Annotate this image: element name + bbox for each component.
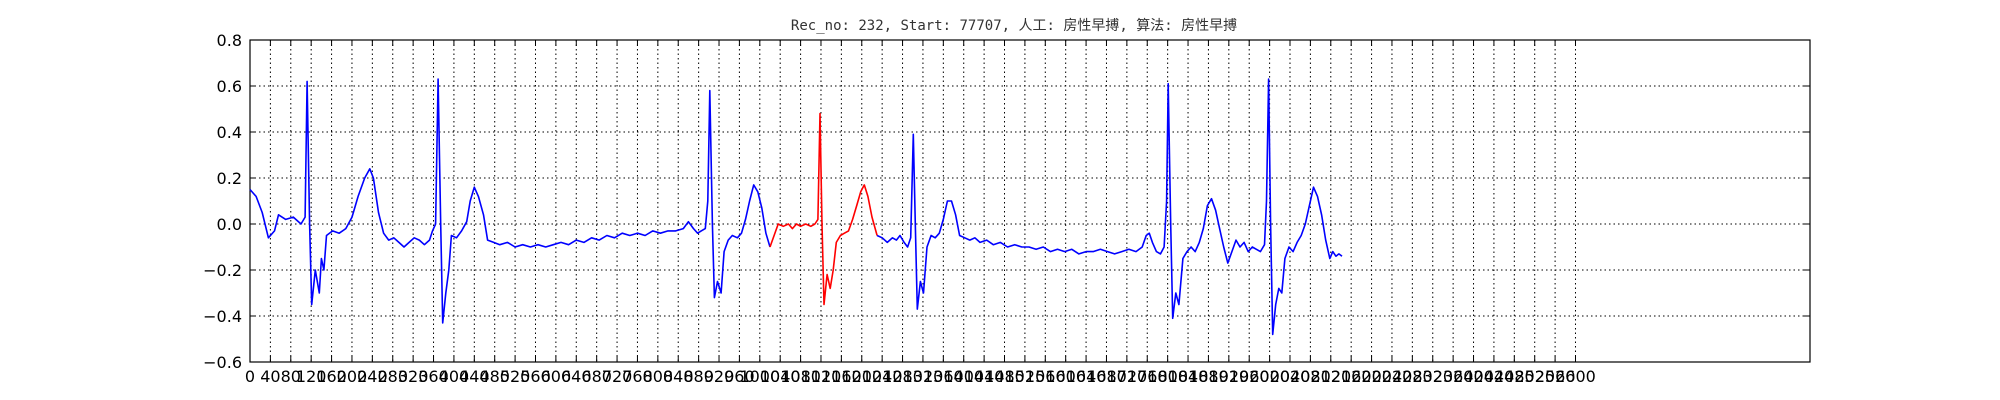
x-tick-label: 800 xyxy=(643,367,674,386)
x-tick-label: 1200 xyxy=(841,367,882,386)
y-tick-label: 0.8 xyxy=(217,31,242,50)
grid xyxy=(250,40,1810,362)
x-tick-label: 2320 xyxy=(1412,367,1453,386)
x-tick-label: 1400 xyxy=(943,367,984,386)
x-tick-label: 120 xyxy=(296,367,327,386)
x-tick-label: 1720 xyxy=(1107,367,1148,386)
y-tick-label: 0.2 xyxy=(217,169,242,188)
x-tick-label: 2440 xyxy=(1474,367,1515,386)
y-tick-label: −0.6 xyxy=(203,353,242,372)
x-tick-label: 840 xyxy=(663,367,694,386)
x-tick-label: 2600 xyxy=(1555,367,1596,386)
x-tick-label: 680 xyxy=(581,367,612,386)
x-tick-label: 1000 xyxy=(739,367,780,386)
x-tick-label: 760 xyxy=(622,367,653,386)
x-tick-label: 640 xyxy=(561,367,592,386)
x-tick-label: 1880 xyxy=(1188,367,1229,386)
x-tick-label: 1840 xyxy=(1168,367,1209,386)
x-tick-label: 2480 xyxy=(1494,367,1535,386)
x-axis: 0 40 8012016020024028032036040044048052056… xyxy=(245,40,1596,386)
x-tick-label: 160 xyxy=(316,367,347,386)
x-tick-label: 2400 xyxy=(1453,367,1494,386)
x-tick-label: 880 xyxy=(683,367,714,386)
x-tick-label: 1560 xyxy=(1025,367,1066,386)
x-tick-label: 1360 xyxy=(923,367,964,386)
y-tick-label: −0.4 xyxy=(203,307,242,326)
x-tick-label: 1040 xyxy=(760,367,801,386)
x-tick-label: 1680 xyxy=(1086,367,1127,386)
x-tick-label: 520 xyxy=(500,367,531,386)
x-tick-label: 720 xyxy=(602,367,633,386)
x-tick-label: 920 xyxy=(704,367,735,386)
x-tick-label: 1760 xyxy=(1127,367,1168,386)
x-tick-label: 1080 xyxy=(780,367,821,386)
x-tick-label: 2120 xyxy=(1310,367,1351,386)
x-tick-label: 1600 xyxy=(1045,367,1086,386)
x-tick-label: 560 xyxy=(520,367,551,386)
x-tick-label: 2280 xyxy=(1392,367,1433,386)
x-tick-label: 1120 xyxy=(801,367,842,386)
x-tick-label: 1640 xyxy=(1066,367,1107,386)
x-tick-label: 2040 xyxy=(1270,367,1311,386)
y-axis: −0.6 −0.4 −0.2 0.0 0.2 0.4 0.6 0.8 xyxy=(203,31,1810,372)
y-tick-label: 0.0 xyxy=(217,215,242,234)
x-tick-label: 1160 xyxy=(821,367,862,386)
y-tick-label: 0.4 xyxy=(217,123,242,142)
x-tick-label: 440 xyxy=(459,367,490,386)
x-tick-label: 1320 xyxy=(903,367,944,386)
x-tick-label: 1800 xyxy=(1147,367,1188,386)
y-tick-label: 0.6 xyxy=(217,77,242,96)
x-tick-label: 200 xyxy=(337,367,368,386)
x-tick-label: 2560 xyxy=(1535,367,1576,386)
ecg-series-line-3 xyxy=(876,78,1343,336)
ecg-series-line-1 xyxy=(249,78,771,324)
x-tick-label: 1960 xyxy=(1229,367,1270,386)
x-tick-label: 2160 xyxy=(1331,367,1372,386)
x-tick-label: 0 xyxy=(245,367,255,386)
x-tick-label: 1440 xyxy=(964,367,1005,386)
x-tick-label: 280 xyxy=(377,367,408,386)
series-layer xyxy=(249,78,1343,336)
x-tick-label: 480 xyxy=(479,367,510,386)
x-tick-label: 1920 xyxy=(1208,367,1249,386)
x-tick-label: 1520 xyxy=(1005,367,1046,386)
x-tick-label: 40 xyxy=(260,367,280,386)
x-tick-label: 80 xyxy=(281,367,301,386)
x-tick-label: 1280 xyxy=(882,367,923,386)
x-tick-label: 2080 xyxy=(1290,367,1331,386)
ecg-series-line-2 xyxy=(769,112,878,306)
x-tick-label: 1240 xyxy=(862,367,903,386)
chart-title: Rec_no: 232, Start: 77707, 人工: 房性早搏, 算法:… xyxy=(791,17,1237,34)
x-tick-label: 400 xyxy=(439,367,470,386)
plot-frame xyxy=(249,39,1811,363)
x-tick-label: 360 xyxy=(418,367,449,386)
x-tick-label: 2360 xyxy=(1433,367,1474,386)
x-tick-label: 2000 xyxy=(1249,367,1290,386)
x-tick-label: 2240 xyxy=(1372,367,1413,386)
x-tick-label: 960 xyxy=(724,367,755,386)
x-tick-label: 1480 xyxy=(984,367,1025,386)
x-tick-label: 240 xyxy=(357,367,388,386)
x-tick-label: 320 xyxy=(398,367,429,386)
x-tick-label: 2520 xyxy=(1514,367,1555,386)
x-tick-label: 600 xyxy=(541,367,572,386)
y-tick-label: −0.2 xyxy=(203,261,242,280)
x-tick-label: 2200 xyxy=(1351,367,1392,386)
